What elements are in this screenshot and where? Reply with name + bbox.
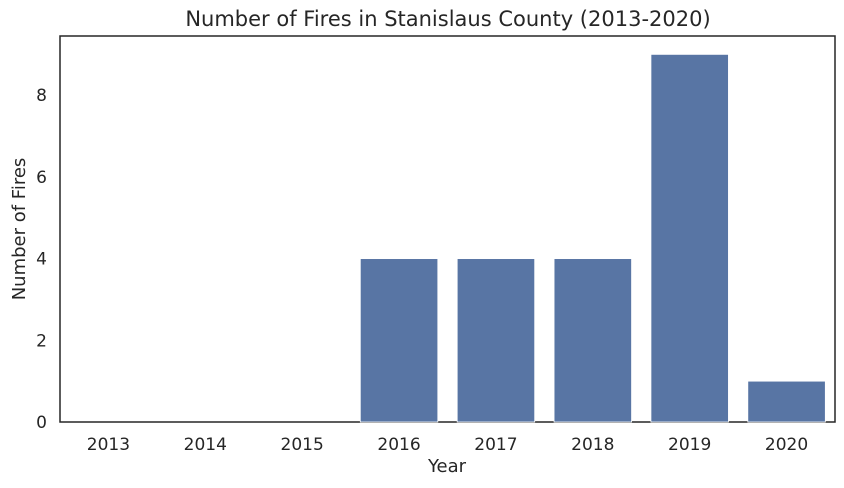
chart-title: Number of Fires in Stanislaus County (20… xyxy=(185,7,710,31)
bar-2018 xyxy=(553,258,632,423)
x-axis-ticks: 2013 2014 2015 2016 2017 2018 2019 2020 xyxy=(87,435,808,455)
x-tick-label-2019: 2019 xyxy=(668,435,711,455)
x-tick-label-2018: 2018 xyxy=(571,435,614,455)
y-tick-label-0: 0 xyxy=(36,413,47,433)
x-tick-label-2014: 2014 xyxy=(184,435,227,455)
y-tick-label-4: 4 xyxy=(36,250,47,270)
y-axis-label: Number of Fires xyxy=(9,158,30,301)
y-tick-label-6: 6 xyxy=(36,168,47,188)
plot-frame xyxy=(59,35,836,423)
x-tick-label-2016: 2016 xyxy=(377,435,420,455)
bar-2017 xyxy=(456,258,536,423)
y-tick-label-2: 2 xyxy=(36,331,47,351)
x-tick-label-2013: 2013 xyxy=(87,435,130,455)
y-tick-label-8: 8 xyxy=(36,86,47,106)
x-tick-label-2020: 2020 xyxy=(765,435,808,455)
y-axis-ticks: 0 2 4 6 8 xyxy=(36,86,47,433)
x-tick-label-2015: 2015 xyxy=(281,435,324,455)
bars-group xyxy=(359,53,826,423)
bar-2016 xyxy=(359,258,439,423)
x-axis-label: Year xyxy=(427,456,467,477)
x-tick-label-2017: 2017 xyxy=(474,435,517,455)
bar-2020 xyxy=(747,380,826,423)
bar-2019 xyxy=(650,53,729,423)
